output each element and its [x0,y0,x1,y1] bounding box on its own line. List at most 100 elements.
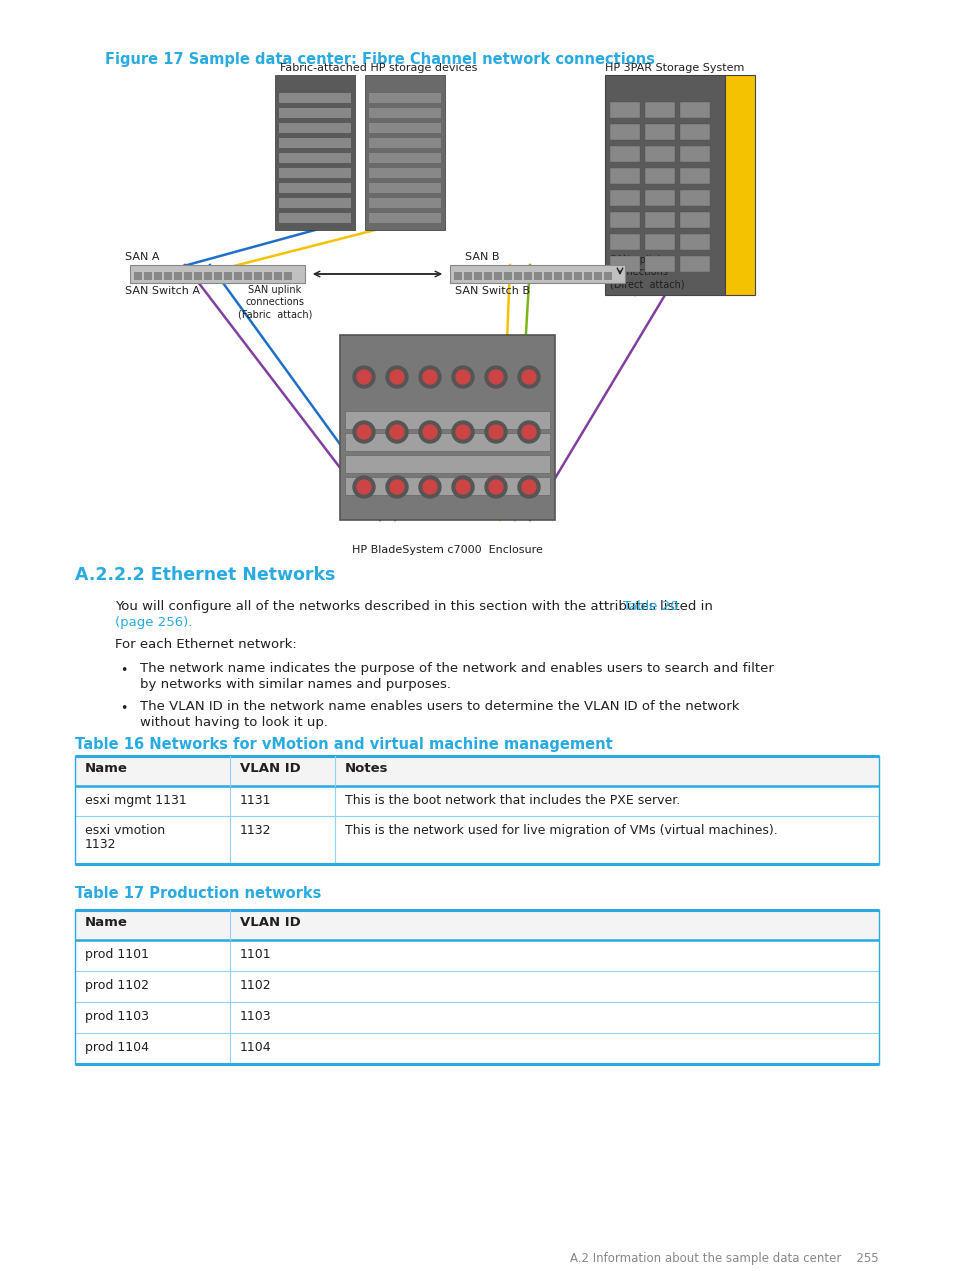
Bar [534,272,541,280]
Circle shape [353,366,375,388]
Bar [184,272,192,280]
Bar [153,272,162,280]
Bar [345,411,550,430]
Text: esxi vmotion: esxi vmotion [85,824,165,838]
Circle shape [456,370,470,384]
Bar [369,168,440,178]
Bar [369,153,440,163]
Circle shape [517,366,539,388]
Circle shape [521,480,536,494]
Bar [264,272,272,280]
Text: VLAN ID: VLAN ID [240,763,300,775]
Text: 1132: 1132 [240,824,272,838]
Circle shape [386,477,408,498]
Circle shape [386,366,408,388]
Bar [543,272,552,280]
Bar [609,168,639,184]
Circle shape [422,480,436,494]
Bar [369,123,440,133]
Text: SAN uplink
connections
(Fabric  attach): SAN uplink connections (Fabric attach) [237,285,312,320]
Circle shape [521,425,536,438]
Bar [0,70,953,561]
Bar [644,168,675,184]
Circle shape [484,421,506,444]
Bar [463,272,472,280]
Bar [679,234,709,250]
Circle shape [517,421,539,444]
Circle shape [517,477,539,498]
Bar [494,272,501,280]
Text: This is the boot network that includes the PXE server.: This is the boot network that includes t… [345,794,679,807]
Text: Figure 17 Sample data center: Fibre Channel network connections: Figure 17 Sample data center: Fibre Chan… [105,52,655,67]
Text: 1102: 1102 [240,979,272,991]
Bar [644,146,675,161]
Bar [204,272,212,280]
Bar [369,183,440,193]
Text: SAN A: SAN A [125,252,159,262]
Bar [75,756,878,785]
Bar [233,272,242,280]
Bar [724,75,754,295]
Text: SAN uplink
connections
(Direct  attach): SAN uplink connections (Direct attach) [609,255,684,290]
Circle shape [452,477,474,498]
Text: The network name indicates the purpose of the network and enables users to searc: The network name indicates the purpose o… [140,662,773,675]
Text: This is the network used for live migration of VMs (virtual machines).: This is the network used for live migrat… [345,824,777,838]
Bar [679,168,709,184]
Bar [278,93,351,103]
Bar [609,212,639,228]
Text: •: • [120,663,128,677]
Bar [278,153,351,163]
Text: SAN B: SAN B [464,252,499,262]
Bar [244,272,252,280]
Text: VLAN ID: VLAN ID [240,916,300,929]
Bar [609,102,639,118]
Bar [644,255,675,272]
Bar [523,272,532,280]
Bar [284,272,292,280]
Text: prod 1104: prod 1104 [85,1041,149,1054]
Circle shape [489,425,502,438]
Bar [213,272,222,280]
Bar [278,183,351,193]
Bar [278,123,351,133]
Bar [369,214,440,222]
Circle shape [390,480,403,494]
Text: HP 3PAR Storage System: HP 3PAR Storage System [604,64,743,72]
Bar [450,264,624,283]
Circle shape [422,425,436,438]
Circle shape [390,425,403,438]
Bar [278,139,351,147]
Text: by networks with similar names and purposes.: by networks with similar names and purpo… [140,677,451,691]
Bar [75,910,878,941]
Circle shape [484,366,506,388]
Bar [164,272,172,280]
Circle shape [356,370,371,384]
Circle shape [356,425,371,438]
Text: Table 20: Table 20 [622,600,679,613]
Circle shape [489,480,502,494]
Bar [609,255,639,272]
Bar [644,212,675,228]
Text: prod 1102: prod 1102 [85,979,149,991]
Text: For each Ethernet network:: For each Ethernet network: [115,638,296,651]
Text: 1132: 1132 [85,838,116,852]
Bar [679,212,709,228]
Bar [574,272,581,280]
Bar [474,272,481,280]
Text: prod 1101: prod 1101 [85,948,149,961]
Bar [253,272,262,280]
Text: A.2 Information about the sample data center    255: A.2 Information about the sample data ce… [570,1252,878,1265]
Bar [274,272,282,280]
Text: 1101: 1101 [240,948,272,961]
Circle shape [418,477,440,498]
Circle shape [418,421,440,444]
Bar [278,198,351,208]
Bar [503,272,512,280]
Circle shape [452,421,474,444]
Bar [365,75,444,230]
Text: without having to look it up.: without having to look it up. [140,716,328,730]
Bar [609,146,639,161]
Bar [583,272,592,280]
Circle shape [489,370,502,384]
Bar [224,272,232,280]
